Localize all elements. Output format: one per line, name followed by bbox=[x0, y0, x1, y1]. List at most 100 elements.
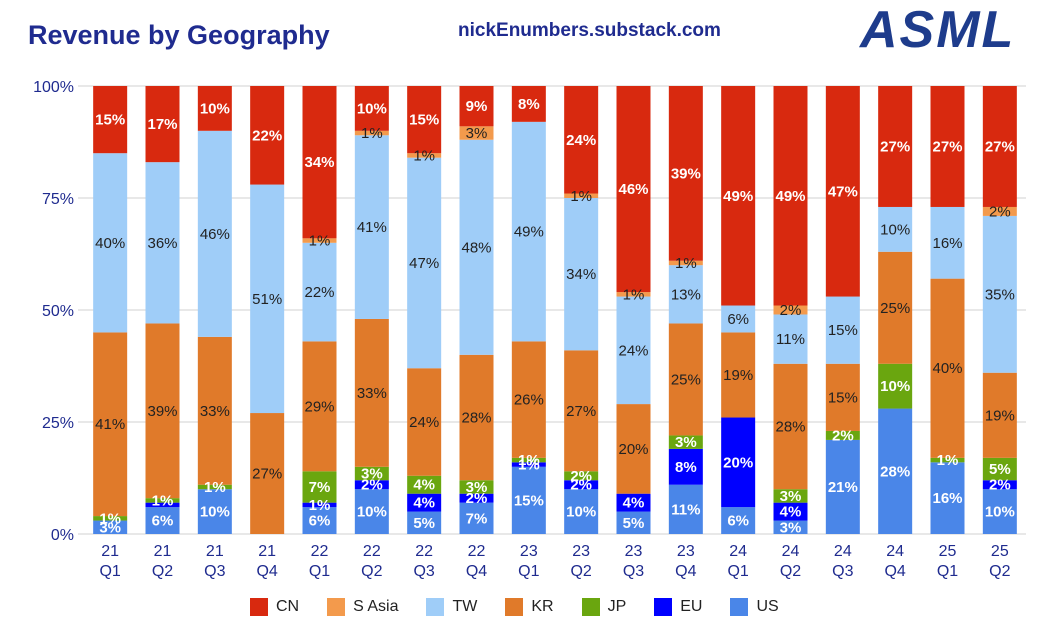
legend-swatch bbox=[581, 598, 600, 616]
data-label: 48% bbox=[461, 239, 491, 256]
bar-segment-cn bbox=[668, 86, 703, 261]
data-label: 25% bbox=[880, 300, 910, 317]
data-label: 10% bbox=[880, 378, 910, 395]
data-label: 34% bbox=[566, 266, 596, 283]
data-label: 24% bbox=[618, 342, 648, 359]
x-tick-label-quarter: Q1 bbox=[518, 563, 539, 580]
data-label: 39% bbox=[671, 165, 701, 182]
bar-segment-kr bbox=[93, 332, 128, 517]
bar-segment-eu bbox=[145, 502, 180, 508]
bar-segment-jp bbox=[564, 471, 599, 481]
bar-segment-s-asia bbox=[354, 130, 389, 136]
data-label: 51% bbox=[252, 291, 282, 308]
bar-segment-kr bbox=[825, 363, 860, 431]
x-tick-label-quarter: Q1 bbox=[937, 563, 958, 580]
data-label: 1% bbox=[361, 125, 383, 142]
asml-logo: ASML bbox=[860, 1, 1016, 59]
bar-segment-jp bbox=[145, 498, 180, 503]
legend-item-jp: JP bbox=[581, 598, 626, 616]
data-label: 22% bbox=[252, 127, 282, 144]
data-label: 1% bbox=[309, 497, 331, 514]
bar-segment-tw bbox=[511, 121, 546, 342]
data-label: 24% bbox=[409, 414, 439, 431]
data-label: 10% bbox=[880, 221, 910, 238]
legend-label: CN bbox=[276, 598, 300, 615]
data-label: 17% bbox=[147, 116, 177, 133]
x-tick-label-year: 25 bbox=[939, 543, 957, 560]
data-label: 8% bbox=[518, 96, 540, 113]
bar-segment-s-asia bbox=[302, 238, 337, 243]
data-label: 20% bbox=[723, 454, 753, 471]
bar-segment-cn bbox=[982, 86, 1017, 207]
data-label: 40% bbox=[95, 235, 125, 252]
bar-segment-cn bbox=[197, 86, 232, 131]
bar-segment-jp bbox=[982, 457, 1017, 481]
bar-segment-jp bbox=[354, 466, 389, 481]
x-tick-label-quarter: Q1 bbox=[99, 563, 120, 580]
bar-segment-s-asia bbox=[668, 260, 703, 266]
bar-segment-cn bbox=[878, 86, 913, 207]
data-label: 3% bbox=[99, 519, 121, 536]
x-tick-label-quarter: Q3 bbox=[204, 563, 225, 580]
x-tick-label-quarter: Q2 bbox=[989, 563, 1010, 580]
bar-segment-tw bbox=[93, 153, 128, 333]
bar-segment-cn bbox=[145, 86, 180, 163]
data-label: 3% bbox=[780, 488, 802, 505]
data-label: 21% bbox=[828, 479, 858, 496]
x-tick-label-quarter: Q2 bbox=[570, 563, 591, 580]
legend-item-us: US bbox=[730, 598, 779, 616]
data-label: 22% bbox=[304, 284, 334, 301]
data-label: 27% bbox=[252, 466, 282, 483]
data-label: 2% bbox=[466, 490, 488, 507]
y-tick-label: 75% bbox=[42, 191, 74, 208]
legend-label: KR bbox=[531, 598, 554, 615]
data-label: 1% bbox=[937, 452, 959, 469]
data-label: 19% bbox=[985, 407, 1015, 424]
bar-segment-cn bbox=[511, 86, 546, 122]
data-label: 1% bbox=[204, 479, 226, 496]
data-label: 36% bbox=[147, 235, 177, 252]
data-label: 16% bbox=[932, 490, 962, 507]
bar-segment-cn bbox=[459, 86, 494, 127]
bar-segment-tw bbox=[930, 206, 965, 279]
legend-label: US bbox=[756, 598, 779, 615]
x-tick-label-year: 24 bbox=[729, 543, 747, 560]
data-label: 28% bbox=[461, 410, 491, 427]
bar-segment-jp bbox=[459, 480, 494, 494]
bar-segment-cn bbox=[564, 86, 599, 194]
data-label: 3% bbox=[466, 479, 488, 496]
data-label: 26% bbox=[514, 392, 544, 409]
y-tick-label: 100% bbox=[33, 79, 74, 96]
data-label: 41% bbox=[95, 416, 125, 433]
data-label: 7% bbox=[466, 510, 488, 527]
data-label: 15% bbox=[95, 112, 125, 129]
x-tick-label-year: 21 bbox=[154, 543, 172, 560]
bar-segment-cn bbox=[773, 86, 808, 306]
data-label: 15% bbox=[828, 389, 858, 406]
bar-segment-tw bbox=[302, 242, 337, 342]
bar-segment-kr bbox=[668, 323, 703, 436]
stacked-bar-chart: 0%25%50%75%100%3%1%41%40%15%21Q16%1%39%3… bbox=[33, 79, 1026, 580]
data-label: 2% bbox=[570, 468, 592, 485]
bar-segment-tw bbox=[616, 296, 651, 405]
bar-segment-us bbox=[878, 408, 913, 534]
x-tick-label-year: 23 bbox=[625, 543, 643, 560]
data-label: 15% bbox=[409, 112, 439, 129]
bar-segment-eu bbox=[982, 480, 1017, 490]
data-label: 6% bbox=[727, 311, 749, 328]
bar-segment-eu bbox=[616, 493, 651, 512]
bar-segment-tw bbox=[564, 198, 599, 351]
bar-segment-us bbox=[145, 507, 180, 534]
data-label: 6% bbox=[727, 513, 749, 530]
bar-segment-us bbox=[407, 511, 442, 534]
bar-segment-us bbox=[616, 511, 651, 534]
bar-segment-tw bbox=[721, 305, 756, 333]
data-label: 20% bbox=[618, 441, 648, 458]
bar-segment-eu bbox=[459, 493, 494, 503]
bar-segment-tw bbox=[407, 157, 442, 369]
data-label: 35% bbox=[985, 286, 1015, 303]
bar-segment-kr bbox=[145, 323, 180, 499]
bar-segment-jp bbox=[668, 435, 703, 449]
data-label: 5% bbox=[623, 515, 645, 532]
bar-segment-us bbox=[459, 502, 494, 534]
